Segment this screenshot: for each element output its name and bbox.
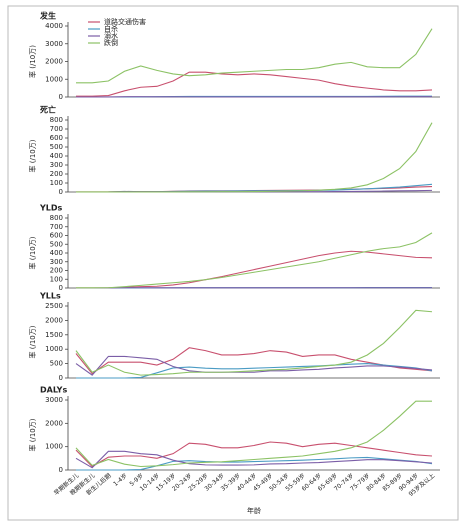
x-axis-label: 年龄 (247, 506, 261, 515)
series-line (76, 456, 433, 471)
y-tick-label: 1000 (45, 345, 63, 353)
y-tick-label: 600 (50, 232, 63, 240)
y-axis-label: 率 (/10万) (28, 139, 37, 172)
panel-title: 死亡 (39, 105, 56, 115)
y-tick-label: 0 (59, 93, 63, 101)
series-line (75, 400, 432, 468)
series-line (76, 232, 433, 289)
series-line (75, 355, 433, 376)
y-tick-label: 1500 (45, 331, 63, 339)
panel-title: YLDs (39, 204, 63, 213)
y-tick-label: 100 (50, 275, 63, 283)
panel-title: YLLs (39, 292, 61, 301)
series-line (76, 363, 433, 379)
y-tick-label: 400 (50, 152, 63, 160)
y-tick-label: 300 (50, 258, 63, 266)
y-tick-label: 800 (50, 214, 63, 222)
y-tick-label: 2000 (45, 419, 63, 427)
y-tick-label: 3000 (45, 40, 63, 48)
y-axis-label: 率 (/10万) (28, 418, 37, 451)
panel-title: DALYs (40, 386, 67, 395)
y-tick-label: 300 (50, 161, 63, 169)
y-tick-label: 0 (59, 188, 63, 196)
y-tick-label: 500 (50, 143, 63, 151)
y-tick-label: 800 (50, 116, 63, 124)
y-tick-label: 600 (50, 134, 63, 142)
y-tick-label: 1000 (45, 75, 63, 83)
y-axis-label: 率 (/10万) (28, 45, 37, 78)
y-axis-label: 率 (/10万) (28, 236, 37, 269)
y-tick-label: 0 (59, 374, 63, 382)
y-tick-label: 400 (50, 249, 63, 257)
y-tick-label: 1000 (45, 443, 63, 451)
series-line (75, 309, 433, 376)
legend-label: 自杀 (104, 24, 118, 33)
series-line (76, 250, 433, 289)
y-axis-label: 率 (/10万) (28, 325, 37, 358)
y-tick-label: 100 (50, 179, 63, 187)
y-tick-label: 500 (50, 240, 63, 248)
panel-title: 发生 (39, 11, 56, 21)
frame (7, 5, 459, 521)
y-tick-label: 200 (50, 267, 63, 275)
y-tick-label: 2500 (45, 302, 63, 310)
y-tick-label: 500 (50, 360, 63, 368)
y-tick-label: 700 (50, 125, 63, 133)
legend-label: 跌倒 (104, 38, 118, 47)
series-line (75, 450, 433, 469)
y-tick-label: 2000 (45, 58, 63, 66)
y-tick-label: 200 (50, 170, 63, 178)
y-tick-label: 3000 (45, 396, 63, 404)
y-tick-label: 4000 (45, 22, 63, 30)
legend-label: 溺水 (104, 31, 118, 40)
series-line (76, 71, 433, 97)
y-tick-label: 0 (59, 284, 63, 292)
series-line (76, 122, 433, 193)
series-line (75, 441, 433, 468)
series-line (75, 347, 433, 375)
y-tick-label: 700 (50, 223, 63, 231)
legend-label: 道路交通伤害 (104, 17, 146, 26)
y-tick-label: 2000 (45, 316, 63, 324)
y-tick-label: 0 (59, 466, 63, 474)
series-line (76, 28, 433, 84)
